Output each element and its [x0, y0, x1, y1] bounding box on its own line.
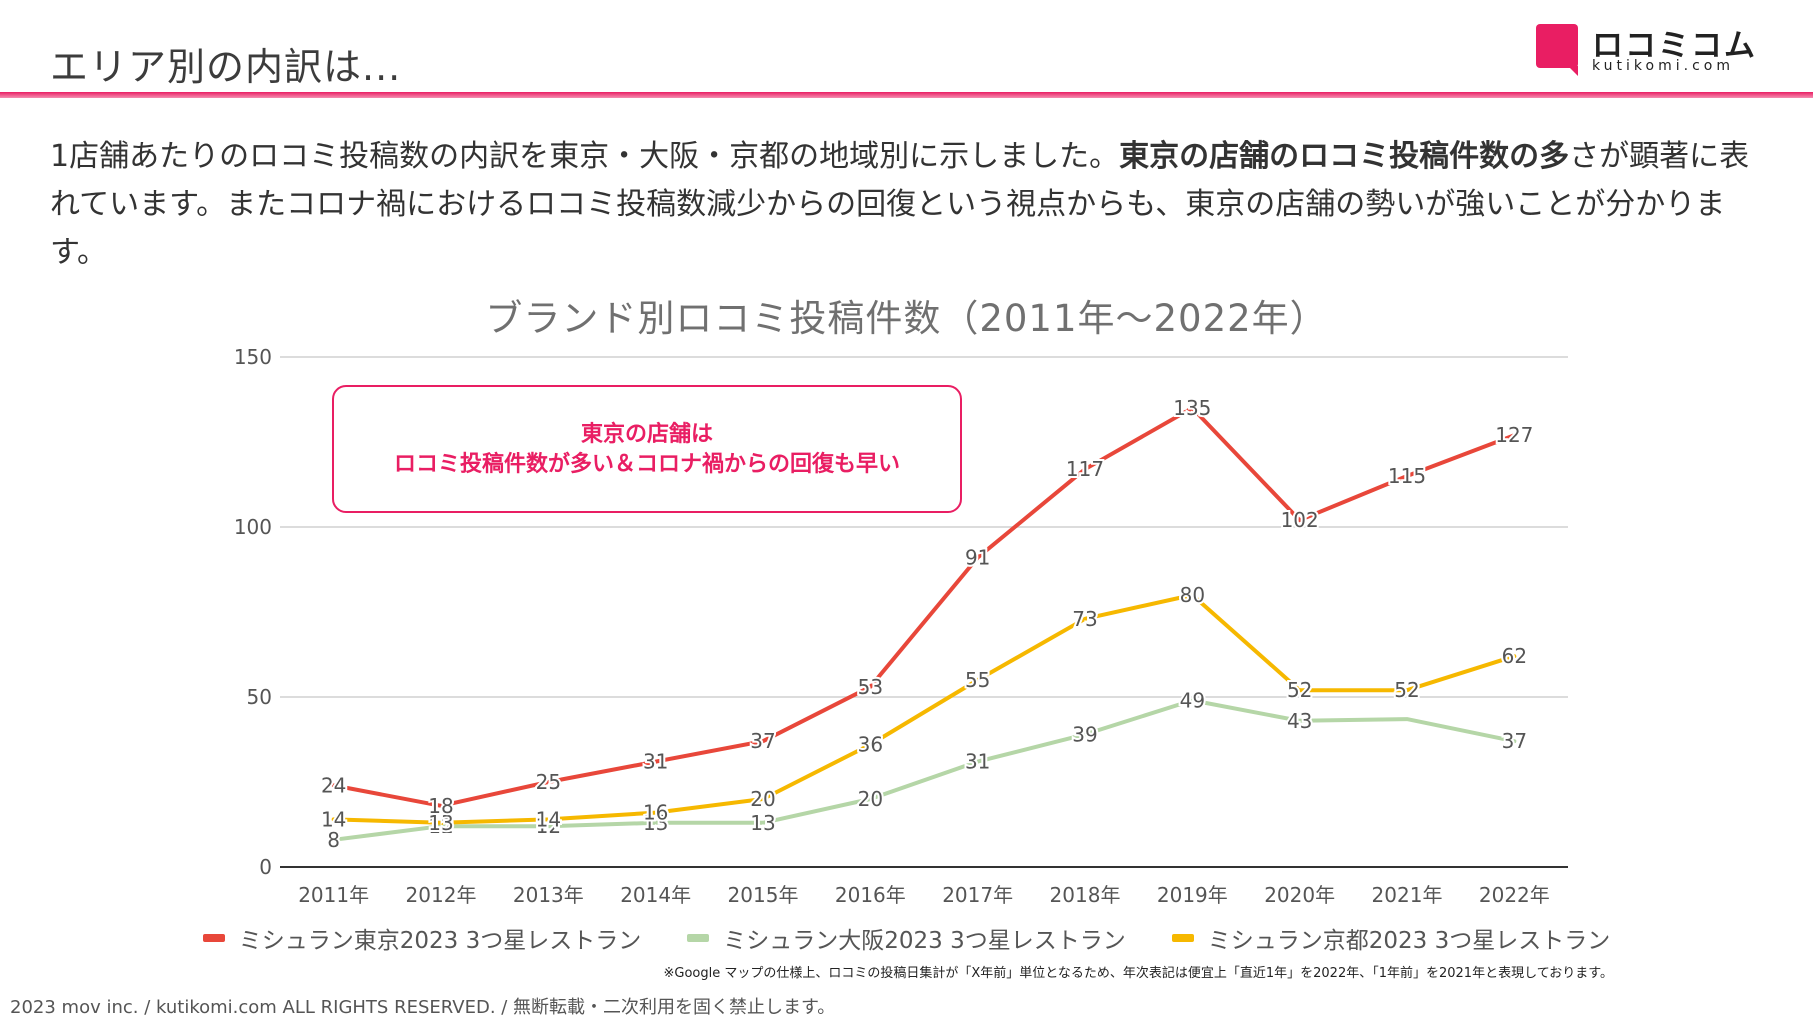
y-tick-label: 100 — [234, 515, 272, 539]
data-label: 31 — [643, 750, 668, 774]
series-line — [331, 698, 1517, 842]
x-tick-label: 2017年 — [942, 883, 1013, 907]
legend-label-kyoto: ミシュラン京都2023 3つ星レストラン — [1207, 928, 1611, 954]
x-tick-label: 2013年 — [513, 883, 584, 907]
data-label: 13 — [750, 811, 775, 835]
data-label: 80 — [1180, 583, 1205, 607]
data-label: 52 — [1394, 678, 1419, 702]
legend-swatch-kyoto — [1171, 934, 1194, 942]
intro-paragraph: 1店舗あたりのロコミ投稿数の内訳を東京・大阪・京都の地域別に示しました。東京の店… — [50, 133, 1770, 277]
x-tick-label: 2020年 — [1264, 883, 1335, 907]
copyright-footer: 2023 mov inc. / kutikomi.com ALL RIGHTS … — [10, 997, 836, 1018]
header-divider — [0, 92, 1813, 98]
data-label: 53 — [858, 675, 883, 699]
chart-title: ブランド別ロコミ投稿件数（2011年〜2022年） — [485, 297, 1328, 340]
intro-text-1: 1店舗あたりのロコミ投稿数の内訳を東京・大阪・京都の地域別に示しました。 — [50, 139, 1120, 174]
logo-name: ロコミコム — [1592, 28, 1757, 64]
data-label: 20 — [750, 787, 775, 811]
x-tick-label: 2019年 — [1157, 883, 1228, 907]
data-label: 115 — [1388, 464, 1426, 488]
data-label: 13 — [643, 811, 668, 835]
data-label: 31 — [965, 750, 990, 774]
data-label: 18 — [428, 794, 453, 818]
intro-emphasis: 東京の店舗のロコミ投稿件数の多 — [1119, 139, 1570, 174]
data-label: 49 — [1180, 688, 1205, 712]
series-line — [331, 406, 1517, 808]
data-label: 12 — [428, 814, 453, 838]
data-label: 25 — [536, 770, 561, 794]
intro-text-2: さが顕著に表れています。またコロナ禍におけるロコミ投稿数減少からの回復という視点… — [50, 139, 1750, 270]
data-label: 14 — [321, 807, 346, 831]
y-tick-label: 150 — [234, 345, 272, 369]
data-label: 39 — [1072, 722, 1097, 746]
data-label: 16 — [643, 801, 668, 825]
data-label: 91 — [965, 546, 990, 570]
legend-label-tokyo: ミシュラン東京2023 3つ星レストラン — [238, 928, 642, 954]
legend-swatch-tokyo — [202, 934, 225, 942]
x-tick-label: 2012年 — [406, 883, 477, 907]
callout-line-2: ロコミ投稿件数が多い＆コロナ禍からの回復も早い — [393, 452, 900, 477]
x-tick-label: 2022年 — [1479, 883, 1550, 907]
legend-swatch-osaka — [687, 934, 710, 942]
y-tick-label: 50 — [247, 685, 272, 709]
x-tick-label: 2021年 — [1372, 883, 1443, 907]
data-label: 37 — [1502, 729, 1527, 753]
data-label: 135 — [1173, 396, 1211, 420]
data-label: 14 — [536, 807, 561, 831]
footnote: ※Google マップの仕様上、ロコミの投稿日集計が「X年前」単位となるため、年… — [663, 966, 1613, 981]
data-label: 36 — [858, 733, 883, 757]
data-label: 24 — [321, 773, 346, 797]
logo[interactable]: ロコミコム kutikomi.com — [1536, 22, 1796, 78]
speech-bubble-icon — [1536, 24, 1578, 76]
data-label: 62 — [1502, 644, 1527, 668]
series-line — [331, 593, 1517, 825]
legend-label-osaka: ミシュラン大阪2023 3つ星レストラン — [723, 928, 1126, 954]
callout-box: 東京の店舗は ロコミ投稿件数が多い＆コロナ禍からの回復も早い — [332, 385, 962, 513]
y-tick-label: 0 — [259, 855, 272, 879]
data-label: 117 — [1066, 457, 1104, 481]
data-label: 20 — [858, 787, 883, 811]
data-label: 102 — [1281, 508, 1319, 532]
data-label: 13 — [428, 811, 453, 835]
data-label: 127 — [1495, 423, 1533, 447]
data-label: 12 — [536, 814, 561, 838]
x-tick-label: 2018年 — [1050, 883, 1121, 907]
x-tick-label: 2015年 — [728, 883, 799, 907]
x-tick-label: 2014年 — [620, 883, 691, 907]
data-label: 8 — [327, 828, 340, 852]
data-label: 73 — [1072, 607, 1097, 631]
legend-item-kyoto[interactable]: ミシュラン京都2023 3つ星レストラン — [1171, 921, 1611, 955]
chart-legend: ミシュラン東京2023 3つ星レストラン ミシュラン大阪2023 3つ星レストラ… — [0, 921, 1813, 955]
legend-item-osaka[interactable]: ミシュラン大阪2023 3つ星レストラン — [687, 921, 1126, 955]
page-title: エリア別の内訳は... — [50, 45, 402, 89]
legend-item-tokyo[interactable]: ミシュラン東京2023 3つ星レストラン — [202, 921, 642, 955]
data-label: 37 — [750, 729, 775, 753]
data-label: 52 — [1287, 678, 1312, 702]
callout-line-1: 東京の店舗は — [580, 422, 713, 447]
data-label: 55 — [965, 668, 990, 692]
data-label: 43 — [1287, 709, 1312, 733]
x-tick-label: 2016年 — [835, 883, 906, 907]
x-tick-label: 2011年 — [298, 883, 369, 907]
logo-domain: kutikomi.com — [1592, 58, 1734, 74]
